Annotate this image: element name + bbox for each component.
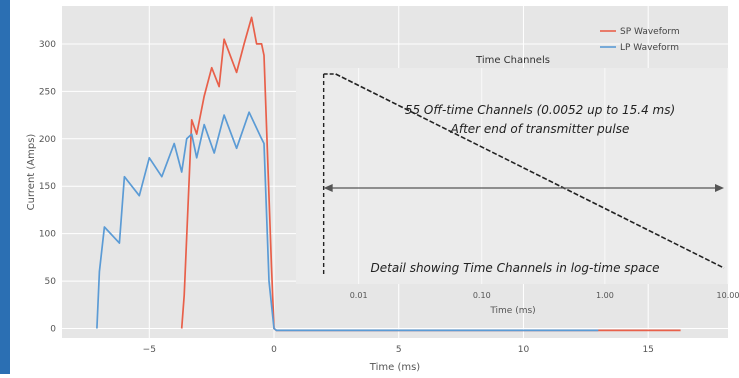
inset-x-tick-label: 1.00 — [596, 291, 614, 300]
inset-channel-decay-line — [335, 73, 725, 269]
inset-time-channels: 0.01 0.10 1.00 10.00 Time (ms) Time Channel… — [296, 55, 739, 316]
inset-span-arrow-right-head — [715, 184, 724, 192]
main-x-tick-label: 5 — [396, 345, 402, 355]
main-x-tick-label: −5 — [143, 345, 156, 355]
series-line-lp — [96, 111, 599, 332]
main-y-tick-label: 250 — [39, 87, 56, 97]
main-x-axis-label: Time (ms) — [369, 362, 421, 373]
inset-annotation-detail: Detail showing Time Channels in log-time… — [371, 261, 660, 275]
inset-x-tick-label: 10.00 — [717, 291, 739, 300]
inset-annotation-after-pulse: After end of transmitter pulse — [450, 122, 630, 136]
legend-label-lp: LP Waveform — [620, 43, 679, 53]
inset-x-tick-label: 0.10 — [473, 291, 491, 300]
main-series-group — [96, 16, 681, 332]
inset-x-axis-label: Time (ms) — [489, 306, 535, 316]
inset-title: Time Channels — [475, 55, 550, 66]
legend-label-sp: SP Waveform — [620, 27, 680, 37]
main-y-tick-label: 50 — [45, 277, 57, 287]
main-x-tick-label: 15 — [642, 345, 653, 355]
main-x-tick-labels: −5 0 5 10 15 — [143, 345, 654, 355]
inset-span-arrow-left-head — [323, 184, 333, 192]
left-edge-bar — [0, 0, 10, 374]
inset-x-tick-label: 0.01 — [350, 291, 368, 300]
main-y-tick-label: 200 — [39, 135, 56, 145]
inset-annotation-channels: 55 Off-time Channels (0.0052 up to 15.4 … — [405, 103, 675, 117]
main-x-tick-label: 0 — [271, 345, 277, 355]
main-y-tick-label: 300 — [39, 40, 56, 50]
main-y-tick-label: 150 — [39, 182, 56, 192]
inset-gridlines — [358, 68, 729, 284]
main-y-tick-label: 100 — [39, 230, 56, 240]
main-y-tick-labels: 0 50 100 150 200 250 300 — [39, 40, 56, 335]
legend: SP Waveform LP Waveform — [600, 27, 680, 53]
main-y-axis-label: Current (Amps) — [26, 134, 37, 211]
inset-background — [296, 68, 728, 284]
main-y-tick-label: 0 — [50, 325, 56, 335]
inset-x-tick-labels: 0.01 0.10 1.00 10.00 — [350, 291, 739, 300]
inset-channel-marks — [322, 73, 725, 274]
main-x-tick-label: 10 — [518, 345, 530, 355]
